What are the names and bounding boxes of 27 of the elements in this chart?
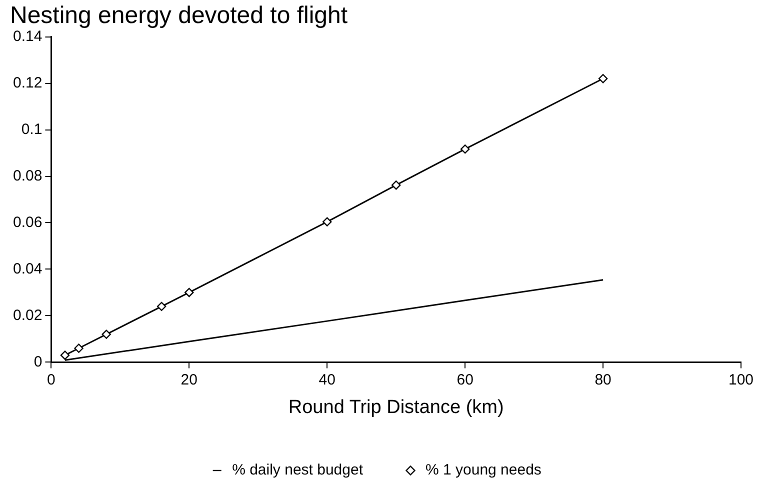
point bbox=[74, 344, 84, 353]
point bbox=[60, 350, 70, 360]
point bbox=[102, 330, 111, 339]
x-tick-label: 40 bbox=[318, 371, 336, 388]
point bbox=[598, 74, 608, 84]
x-tick-label: 100 bbox=[728, 371, 754, 388]
legend-label: % 1 young needs bbox=[426, 462, 542, 479]
y-tick-label: 0.12 bbox=[12, 74, 42, 92]
y-tick-label: 0.08 bbox=[12, 167, 42, 184]
point bbox=[184, 288, 194, 298]
y-tick-label: 0.06 bbox=[12, 214, 42, 231]
y-tick-label: 0.02 bbox=[12, 306, 42, 324]
x-tick-label: 20 bbox=[180, 371, 198, 388]
chart-title: Nesting energy devoted to flight bbox=[10, 2, 348, 30]
point bbox=[460, 144, 470, 154]
x-tick-label: 60 bbox=[456, 371, 474, 388]
x-tick-label: 0 bbox=[47, 371, 56, 388]
y-tick-label: 0 bbox=[34, 353, 42, 370]
y-tick-label: 0.04 bbox=[12, 260, 42, 278]
x-axis-title: Round Trip Distance (km) bbox=[288, 396, 504, 418]
point bbox=[322, 217, 332, 226]
point bbox=[391, 180, 401, 190]
y-tick-label: 0.1 bbox=[21, 120, 42, 138]
legend-label: % daily nest budget bbox=[232, 462, 364, 479]
x-tick-label: 80 bbox=[594, 371, 612, 388]
point bbox=[156, 302, 166, 312]
y-tick-label: 0.14 bbox=[12, 28, 42, 45]
